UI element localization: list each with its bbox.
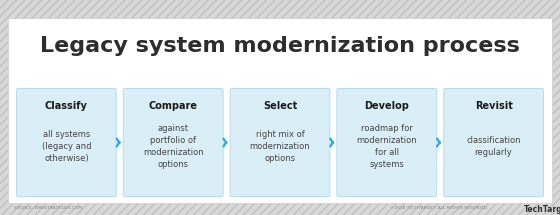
Text: Classify: Classify	[45, 101, 88, 111]
Text: ©2018 TECHTARGET. ALL RIGHTS RESERVED.: ©2018 TECHTARGET. ALL RIGHTS RESERVED.	[390, 206, 489, 210]
FancyBboxPatch shape	[16, 89, 116, 197]
FancyBboxPatch shape	[230, 89, 330, 197]
Text: roadmap for
modernization
for all
systems: roadmap for modernization for all system…	[357, 124, 417, 169]
Text: right mix of
modernization
options: right mix of modernization options	[250, 130, 310, 163]
Text: TechTarget: TechTarget	[524, 206, 560, 215]
FancyBboxPatch shape	[444, 89, 544, 197]
Text: SOURCE: WIKISTRATEGIES.COM: SOURCE: WIKISTRATEGIES.COM	[14, 206, 82, 210]
Text: Develop: Develop	[365, 101, 409, 111]
Text: Legacy system modernization process: Legacy system modernization process	[40, 36, 520, 56]
FancyBboxPatch shape	[123, 89, 223, 197]
Text: all systems
(legacy and
otherwise): all systems (legacy and otherwise)	[41, 130, 91, 163]
FancyBboxPatch shape	[8, 18, 552, 203]
Text: Revisit: Revisit	[475, 101, 512, 111]
Text: against
portfolio of
modernization
options: against portfolio of modernization optio…	[143, 124, 203, 169]
Text: Select: Select	[263, 101, 297, 111]
Text: Compare: Compare	[149, 101, 198, 111]
Text: classification
regularly: classification regularly	[466, 136, 521, 157]
FancyBboxPatch shape	[337, 89, 437, 197]
